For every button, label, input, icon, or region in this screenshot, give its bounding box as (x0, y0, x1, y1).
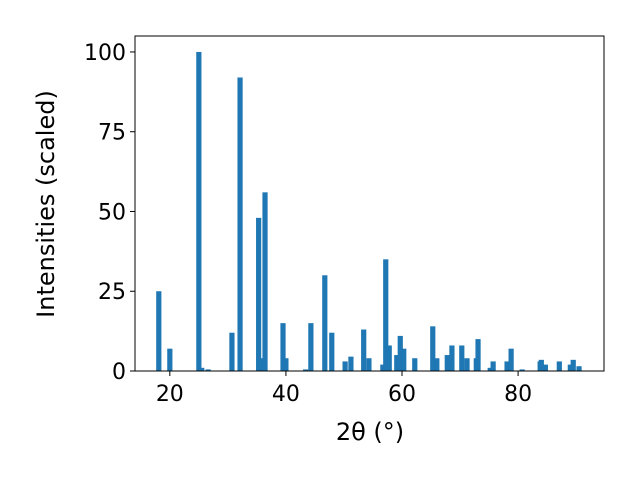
y-tick-label: 100 (84, 41, 126, 66)
y-axis-label: Intensities (scaled) (32, 90, 60, 318)
bar (556, 361, 562, 371)
bar (542, 364, 548, 371)
bar (434, 358, 440, 371)
bar (567, 364, 573, 371)
bar (508, 348, 514, 371)
bar (380, 364, 386, 371)
bar (262, 192, 268, 371)
bar (459, 345, 465, 371)
bar (303, 369, 309, 371)
bar (156, 291, 162, 371)
x-axis-label: 2θ (°) (336, 418, 404, 446)
bar (237, 77, 243, 371)
bar (397, 335, 403, 371)
x-tick-label: 80 (504, 382, 532, 407)
bar (449, 345, 455, 371)
bar (308, 323, 314, 371)
bar (229, 332, 235, 371)
bar (576, 366, 582, 371)
bar (386, 345, 392, 371)
x-tick-label: 60 (388, 382, 416, 407)
y-tick-label: 75 (98, 121, 126, 146)
bar (394, 355, 400, 371)
plot-frame (134, 35, 605, 372)
bar (412, 358, 418, 371)
bar (366, 358, 372, 371)
y-tick-label: 50 (98, 200, 126, 225)
bar (283, 358, 289, 371)
x-tick-label: 20 (156, 382, 184, 407)
bar (342, 361, 348, 371)
bar (205, 369, 211, 371)
bar (361, 329, 367, 371)
y-tick-label: 0 (112, 360, 126, 385)
bar (538, 359, 544, 371)
bar (322, 275, 328, 371)
bar (464, 358, 470, 371)
bar (280, 323, 286, 371)
x-tick-label: 40 (272, 382, 300, 407)
bar (475, 339, 481, 371)
bar (430, 326, 436, 371)
y-tick-label: 25 (98, 280, 126, 305)
bar (487, 367, 493, 371)
bar (519, 369, 525, 371)
bar (348, 356, 354, 371)
bar (401, 348, 407, 371)
bar (167, 348, 173, 371)
bar (383, 259, 389, 371)
bar (570, 359, 576, 371)
bar (199, 367, 205, 371)
bar (490, 361, 496, 371)
bar (444, 355, 450, 371)
bar (329, 332, 335, 371)
bar (504, 361, 510, 371)
bar (196, 51, 202, 371)
bar (256, 217, 262, 371)
